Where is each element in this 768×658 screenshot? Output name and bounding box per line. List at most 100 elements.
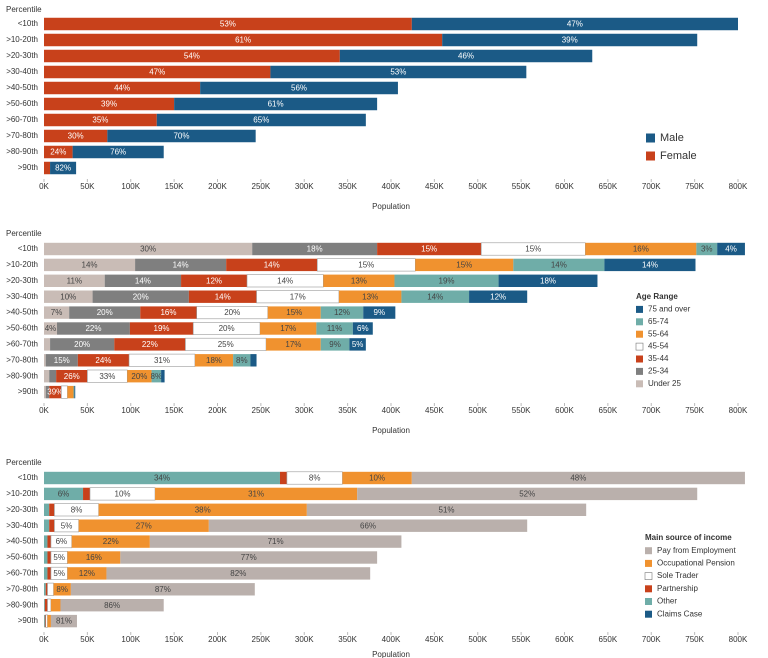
bar-segment bbox=[156, 113, 366, 127]
data-label: 53% bbox=[220, 20, 236, 29]
data-label: 22% bbox=[103, 537, 119, 546]
y-tick-label: >50-60th bbox=[6, 99, 38, 108]
bar-segment bbox=[114, 338, 186, 351]
x-tick-label: 50K bbox=[80, 635, 95, 644]
data-label: 14% bbox=[264, 261, 280, 270]
y-tick-label: >60-70th bbox=[6, 340, 38, 349]
bar-segment bbox=[107, 129, 256, 143]
x-tick-label: 100K bbox=[121, 406, 140, 415]
data-label: 87% bbox=[155, 585, 171, 594]
data-label: 9% bbox=[374, 308, 386, 317]
bar-segment bbox=[56, 369, 88, 383]
bar-segment bbox=[98, 503, 307, 517]
data-label: 17% bbox=[290, 292, 306, 301]
data-label: 7% bbox=[51, 308, 63, 317]
bar-segment bbox=[357, 487, 698, 501]
data-label: 9% bbox=[329, 340, 341, 349]
data-label: 15% bbox=[54, 356, 70, 365]
x-tick-label: 500K bbox=[468, 635, 487, 644]
legend-swatch bbox=[645, 547, 652, 555]
legend-label: Other bbox=[657, 597, 677, 606]
data-label: 14% bbox=[82, 261, 98, 270]
x-tick-label: 300K bbox=[295, 635, 314, 644]
bar-segment bbox=[233, 354, 251, 367]
data-label: 46% bbox=[458, 52, 474, 61]
bar-segment bbox=[252, 242, 378, 256]
data-label: 5% bbox=[61, 521, 73, 530]
x-tick-label: 600K bbox=[555, 635, 574, 644]
bar-segment bbox=[44, 503, 50, 517]
bar-segment bbox=[411, 17, 738, 31]
legend-title: Main source of income bbox=[645, 533, 732, 542]
data-label: 39% bbox=[101, 100, 117, 109]
data-label: 5% bbox=[352, 340, 364, 349]
data-label: 16% bbox=[86, 553, 102, 562]
legend-swatch bbox=[645, 598, 652, 605]
data-label: 18% bbox=[540, 276, 556, 285]
bar-segment bbox=[47, 551, 51, 564]
y-tick-label: >50-60th bbox=[6, 553, 38, 562]
bar-segment bbox=[135, 258, 227, 272]
bar-segment bbox=[67, 551, 121, 564]
y-tick-label: >20-30th bbox=[6, 51, 38, 60]
y-axis-title: Percentile bbox=[6, 229, 42, 238]
bar-segment bbox=[50, 614, 77, 628]
legend-label: Partnership bbox=[657, 584, 698, 593]
data-label: 47% bbox=[567, 20, 583, 29]
bar-segment bbox=[47, 567, 51, 580]
data-label: 8% bbox=[56, 585, 68, 594]
bar-segment bbox=[74, 385, 76, 399]
bar-segment bbox=[49, 519, 55, 532]
bar-segment bbox=[320, 338, 350, 351]
data-label: 53% bbox=[390, 68, 406, 77]
bar-segment bbox=[69, 306, 141, 319]
data-label: 22% bbox=[85, 324, 101, 333]
data-label: 24% bbox=[50, 148, 66, 157]
data-label: 4% bbox=[45, 324, 57, 333]
x-tick-label: 250K bbox=[252, 406, 271, 415]
x-tick-label: 600K bbox=[555, 182, 574, 191]
data-label: 38% bbox=[195, 505, 211, 514]
data-label: 17% bbox=[285, 340, 301, 349]
bar-segment bbox=[44, 598, 48, 612]
y-tick-label: >80-90th bbox=[6, 371, 38, 380]
y-tick-label: >90th bbox=[18, 163, 38, 172]
data-label: 20% bbox=[97, 308, 113, 317]
legend-swatch bbox=[644, 572, 653, 580]
bar-segment bbox=[149, 535, 402, 548]
data-label: 77% bbox=[241, 553, 257, 562]
y-tick-label: >60-70th bbox=[6, 569, 38, 578]
data-label: 61% bbox=[235, 36, 251, 45]
bar-segment bbox=[151, 369, 162, 383]
bar-segment bbox=[498, 274, 598, 288]
bar-segment bbox=[67, 567, 107, 580]
x-tick-label: 700K bbox=[642, 406, 661, 415]
x-tick-label: 350K bbox=[338, 635, 357, 644]
bar-segment bbox=[44, 129, 108, 143]
x-tick-label: 350K bbox=[338, 182, 357, 191]
data-label: 25% bbox=[218, 340, 234, 349]
data-label: 20% bbox=[219, 324, 235, 333]
data-label: 14% bbox=[427, 292, 443, 301]
x-tick-label: 50K bbox=[80, 406, 95, 415]
data-label: 15% bbox=[286, 308, 302, 317]
y-tick-label: >10-20th bbox=[6, 489, 38, 498]
bar-segment bbox=[50, 338, 115, 351]
bar-segment bbox=[45, 583, 48, 596]
y-tick-label: >30-40th bbox=[6, 521, 38, 530]
data-label: 14% bbox=[135, 276, 151, 285]
x-tick-label: 350K bbox=[338, 406, 357, 415]
bar-segment bbox=[270, 65, 527, 79]
bar-segment bbox=[44, 49, 340, 63]
bar-segment bbox=[339, 49, 593, 63]
y-tick-label: >70-80th bbox=[6, 355, 38, 364]
bar-segment bbox=[44, 65, 271, 79]
legend-swatch bbox=[636, 355, 643, 363]
bar-segment bbox=[342, 471, 412, 485]
bar-segment bbox=[260, 322, 317, 335]
data-label: 14% bbox=[173, 261, 189, 270]
y-tick-label: >70-80th bbox=[6, 131, 38, 140]
y-tick-label: >40-50th bbox=[6, 83, 38, 92]
data-label: 71% bbox=[268, 537, 284, 546]
data-label: 51% bbox=[439, 505, 455, 514]
